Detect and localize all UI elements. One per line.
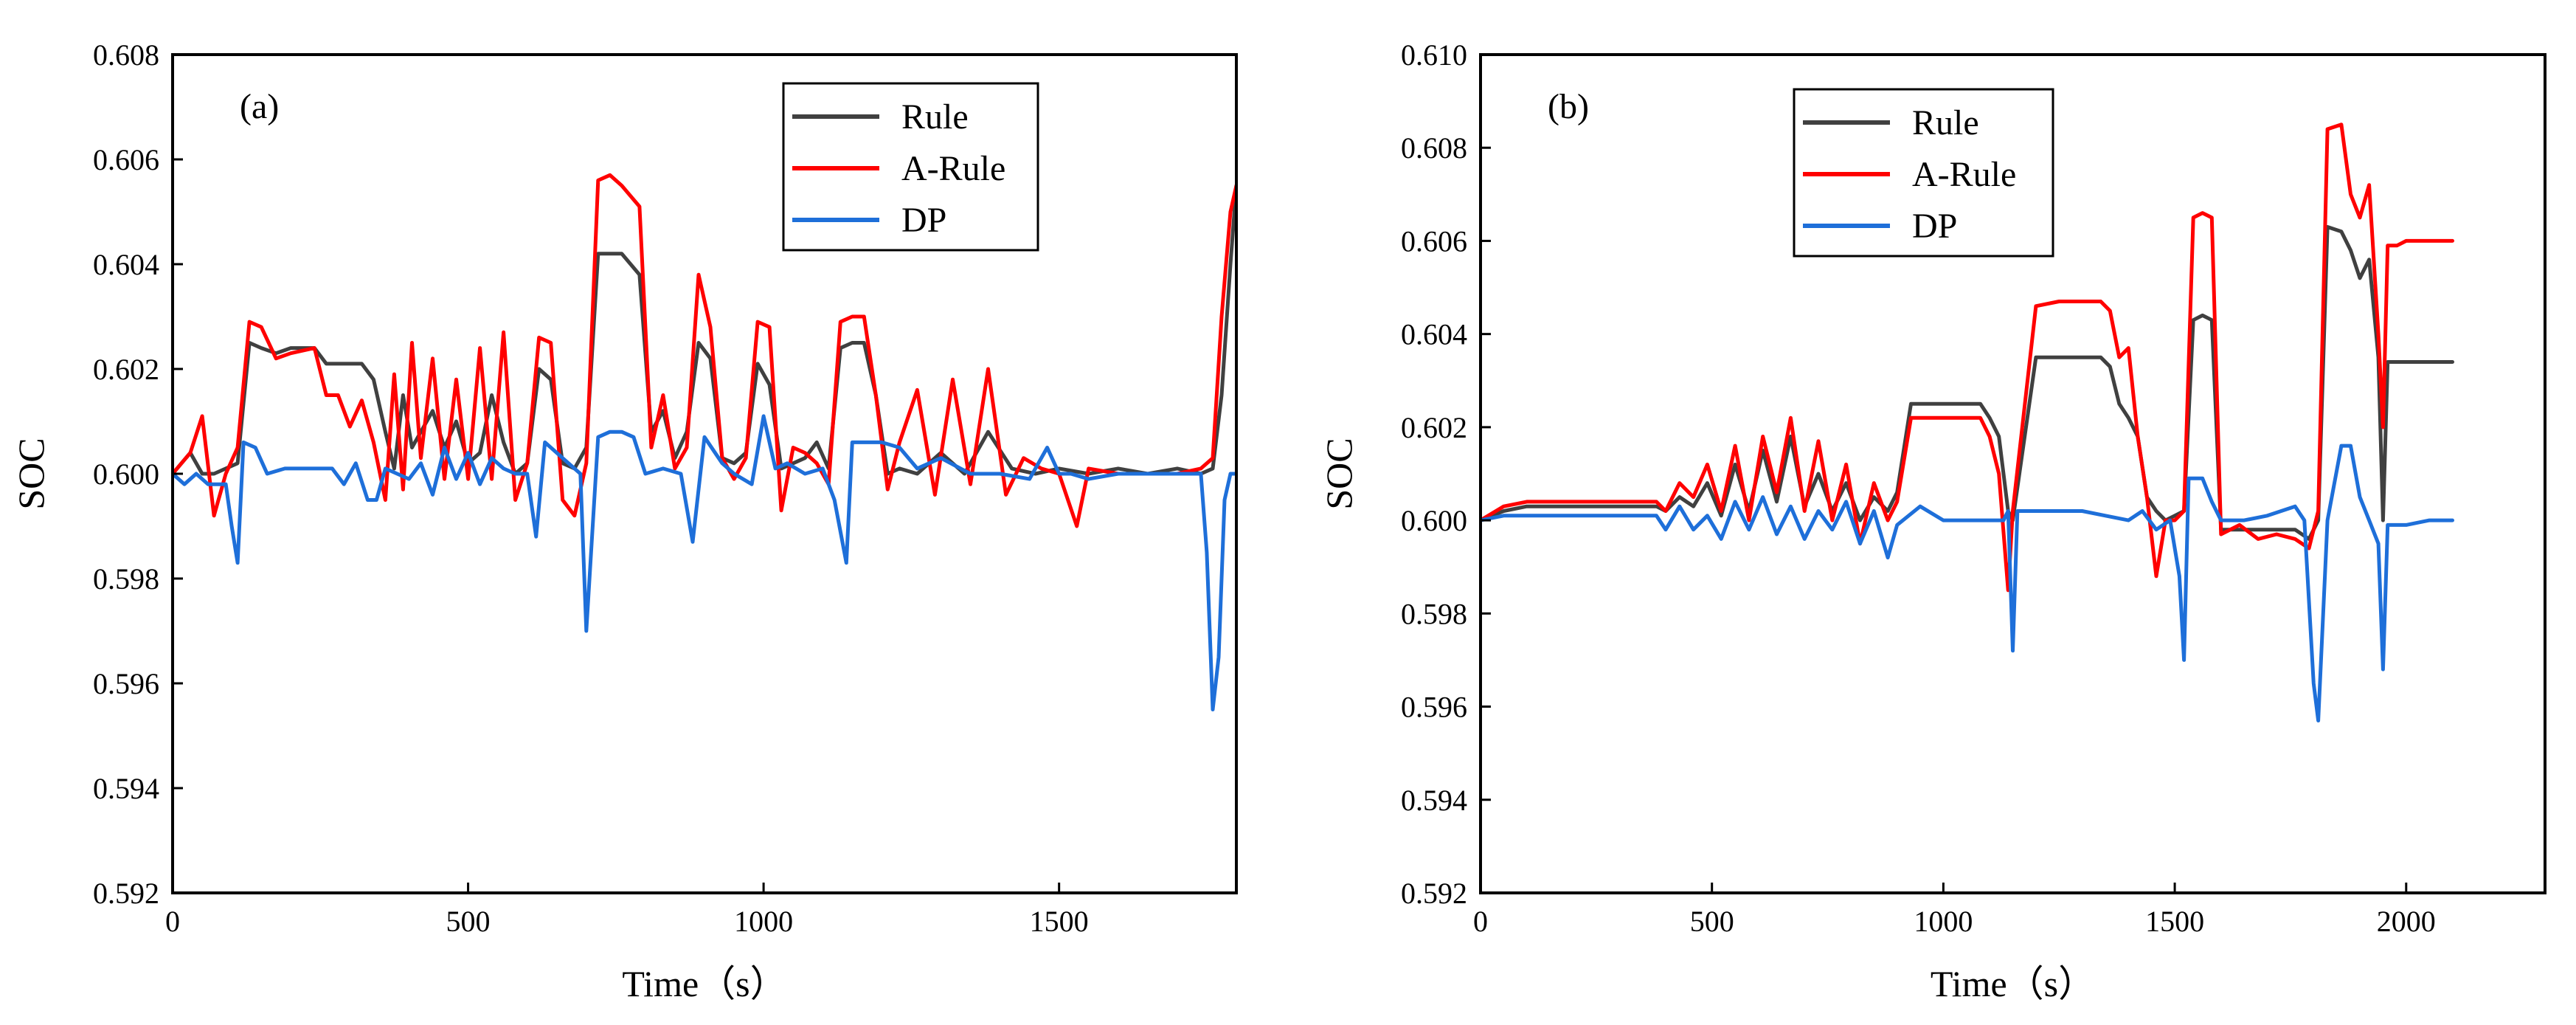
chart-a-y-tick-label: 0.606 bbox=[93, 143, 159, 176]
chart-b-y-tick-label: 0.594 bbox=[1401, 784, 1467, 817]
chart-a-x-tick-label: 1500 bbox=[1030, 905, 1089, 938]
chart-a-legend-label-rule: Rule bbox=[901, 97, 969, 137]
chart-b-series-rule-line bbox=[1481, 225, 2454, 541]
chart-a-y-tick-label: 0.592 bbox=[93, 877, 159, 910]
chart-b-y-tick-label: 0.592 bbox=[1401, 877, 1467, 910]
chart-b-series-a-rule-line bbox=[1481, 122, 2454, 593]
chart-b-y-tick-label: 0.606 bbox=[1401, 224, 1467, 258]
chart-b-x-tick-label: 500 bbox=[1690, 905, 1734, 938]
chart-b: 0 500 1000 1500 2000 0.592 0.594 0.596 0.598 0.60… bbox=[1318, 38, 2546, 1004]
chart-a-panel-label: (a) bbox=[240, 87, 279, 126]
chart-a-legend: Rule A-Rule DP bbox=[782, 82, 1039, 252]
chart-a-y-tick-label: 0.604 bbox=[93, 248, 159, 281]
chart-b-panel-label: (b) bbox=[1548, 87, 1589, 126]
chart-a-y-axis-label: SOC bbox=[10, 438, 52, 509]
chart-a-y-tick-label: 0.594 bbox=[93, 772, 159, 805]
chart-a-y-tick-label: 0.598 bbox=[93, 562, 159, 596]
chart-b-y-tick-label: 0.602 bbox=[1401, 411, 1467, 444]
chart-a-x-tick-label: 0 bbox=[165, 905, 180, 938]
chart-b-legend-label-rule: Rule bbox=[1912, 103, 1979, 142]
chart-a-x-axis-label: Time（s） bbox=[622, 963, 786, 1004]
chart-b-x-axis-label: Time（s） bbox=[1931, 963, 2095, 1004]
chart-a-series-dp-line bbox=[173, 414, 1236, 711]
chart-a-y-tick-label: 0.600 bbox=[93, 458, 159, 491]
chart-a-legend-label-a-rule: A-Rule bbox=[901, 149, 1005, 188]
chart-b-y-tick-label: 0.604 bbox=[1401, 318, 1467, 351]
chart-a-y-tick-label: 0.596 bbox=[93, 667, 159, 700]
chart-a-series-rule-line bbox=[173, 184, 1236, 476]
chart-b-y-tick-label: 0.610 bbox=[1401, 38, 1467, 72]
chart-b-legend-label-a-rule: A-Rule bbox=[1912, 155, 2016, 194]
chart-b-legend-label-dp: DP bbox=[1912, 207, 1957, 246]
chart-a-x-tick-label: 500 bbox=[446, 905, 491, 938]
chart-b-x-tick-label: 2000 bbox=[2377, 905, 2436, 938]
chart-a-y-tick-label: 0.608 bbox=[93, 38, 159, 72]
chart-b-legend: Rule A-Rule DP bbox=[1793, 88, 2054, 258]
chart-b-x-tick-label: 0 bbox=[1473, 905, 1488, 938]
chart-b-y-tick-label: 0.596 bbox=[1401, 691, 1467, 724]
chart-b-y-tick-label: 0.608 bbox=[1401, 131, 1467, 165]
chart-a-legend-label-dp: DP bbox=[901, 201, 946, 240]
chart-b-y-tick-label: 0.600 bbox=[1401, 504, 1467, 537]
chart-b-series-dp-line bbox=[1481, 444, 2454, 722]
chart-a-y-tick-label: 0.602 bbox=[93, 353, 159, 386]
chart-a: 0 500 1000 1500 0.592 0.594 0.596 0.598 0.600 0.6… bbox=[10, 38, 1238, 1004]
chart-b-plot-frame bbox=[1479, 53, 2546, 894]
chart-b-x-tick-label: 1500 bbox=[2145, 905, 2204, 938]
chart-b-x-tick-label: 1000 bbox=[1914, 905, 1973, 938]
chart-a-x-tick-label: 1000 bbox=[734, 905, 793, 938]
chart-b-y-axis-label: SOC bbox=[1318, 438, 1360, 509]
chart-b-y-tick-label: 0.598 bbox=[1401, 597, 1467, 630]
